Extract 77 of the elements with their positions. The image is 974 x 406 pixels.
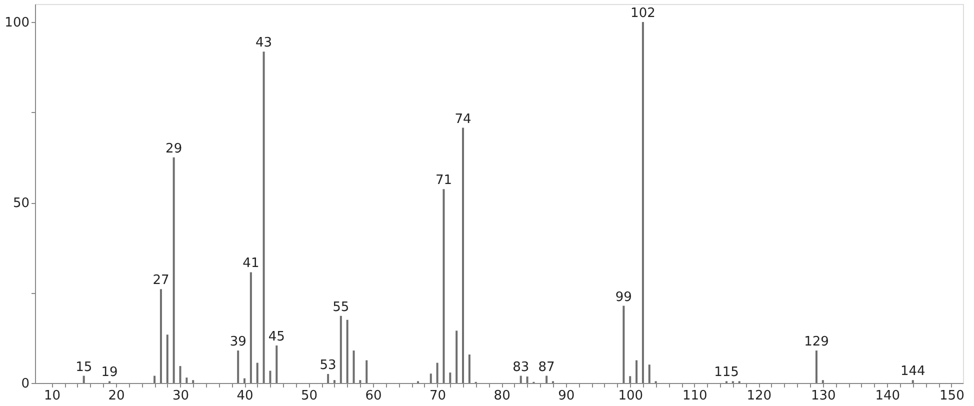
bar xyxy=(186,378,188,383)
annotation: 115 xyxy=(714,365,739,380)
x-tick-label: 20 xyxy=(108,388,125,404)
annotation: 74 xyxy=(454,112,472,127)
bar xyxy=(359,380,362,383)
bar xyxy=(366,360,368,383)
bar xyxy=(250,272,252,383)
bar xyxy=(327,374,330,383)
annotation: 55 xyxy=(332,300,350,315)
bar xyxy=(442,189,445,383)
annotation: 129 xyxy=(804,334,829,350)
x-tick-label: 60 xyxy=(365,388,382,404)
x-tick-label: 30 xyxy=(172,388,190,404)
bar xyxy=(82,376,85,383)
x-tick-label: 110 xyxy=(682,388,708,404)
annotation: 71 xyxy=(435,173,452,188)
bar xyxy=(436,362,438,383)
y-tick-label: 50 xyxy=(12,196,30,212)
bar xyxy=(166,334,168,383)
bar xyxy=(346,320,348,383)
bar xyxy=(520,376,522,383)
y-tick-label: 100 xyxy=(4,16,30,31)
x-tick-label: 10 xyxy=(44,388,60,404)
x-tick-label: 100 xyxy=(618,388,644,404)
x-tick-label: 90 xyxy=(558,388,575,404)
bar xyxy=(642,22,644,383)
bar xyxy=(352,350,355,383)
bar xyxy=(636,360,638,383)
bar xyxy=(546,376,548,383)
x-tick-label: 50 xyxy=(301,388,318,404)
bar xyxy=(815,350,818,383)
bar xyxy=(262,52,265,383)
bar xyxy=(648,364,650,383)
x-tick-label: 70 xyxy=(430,388,446,404)
x-tick-label: 150 xyxy=(940,388,964,404)
annotation: 102 xyxy=(630,6,656,22)
bar xyxy=(172,157,175,383)
bar xyxy=(160,289,162,383)
annotation: 15 xyxy=(76,360,92,375)
bar xyxy=(192,380,194,383)
bar xyxy=(462,128,464,383)
annotation: 39 xyxy=(230,334,246,350)
annotation: 19 xyxy=(101,365,118,380)
bar xyxy=(340,316,342,383)
x-tick-label: 130 xyxy=(810,388,836,404)
bar xyxy=(822,380,824,383)
bar xyxy=(333,380,336,383)
annotation: 53 xyxy=(320,358,336,373)
annotation: 87 xyxy=(538,360,555,375)
bar xyxy=(629,376,632,383)
bar xyxy=(256,362,258,383)
bar xyxy=(526,376,528,383)
x-tick-label: 80 xyxy=(494,388,510,404)
x-tick-label: 40 xyxy=(236,388,254,404)
annotation: 29 xyxy=(166,141,182,156)
annotation: 43 xyxy=(256,36,272,51)
bar xyxy=(912,380,914,383)
bar xyxy=(622,306,625,383)
bar xyxy=(468,354,470,383)
bar xyxy=(449,372,452,383)
annotation: 83 xyxy=(512,360,530,375)
annotation: 99 xyxy=(615,290,632,305)
bar xyxy=(456,330,458,383)
annotation: 144 xyxy=(900,364,926,380)
bar xyxy=(179,366,182,383)
bar xyxy=(269,370,272,383)
annotation: 41 xyxy=(242,256,260,272)
x-tick-label: 120 xyxy=(746,388,772,404)
annotation: 27 xyxy=(152,273,170,288)
bar xyxy=(154,376,156,383)
bar xyxy=(237,350,240,383)
bar xyxy=(244,378,246,383)
annotation: 45 xyxy=(268,329,285,344)
y-tick-label: 0 xyxy=(21,376,30,392)
bar xyxy=(276,345,278,383)
x-tick-label: 140 xyxy=(875,388,900,404)
bar xyxy=(430,374,432,383)
